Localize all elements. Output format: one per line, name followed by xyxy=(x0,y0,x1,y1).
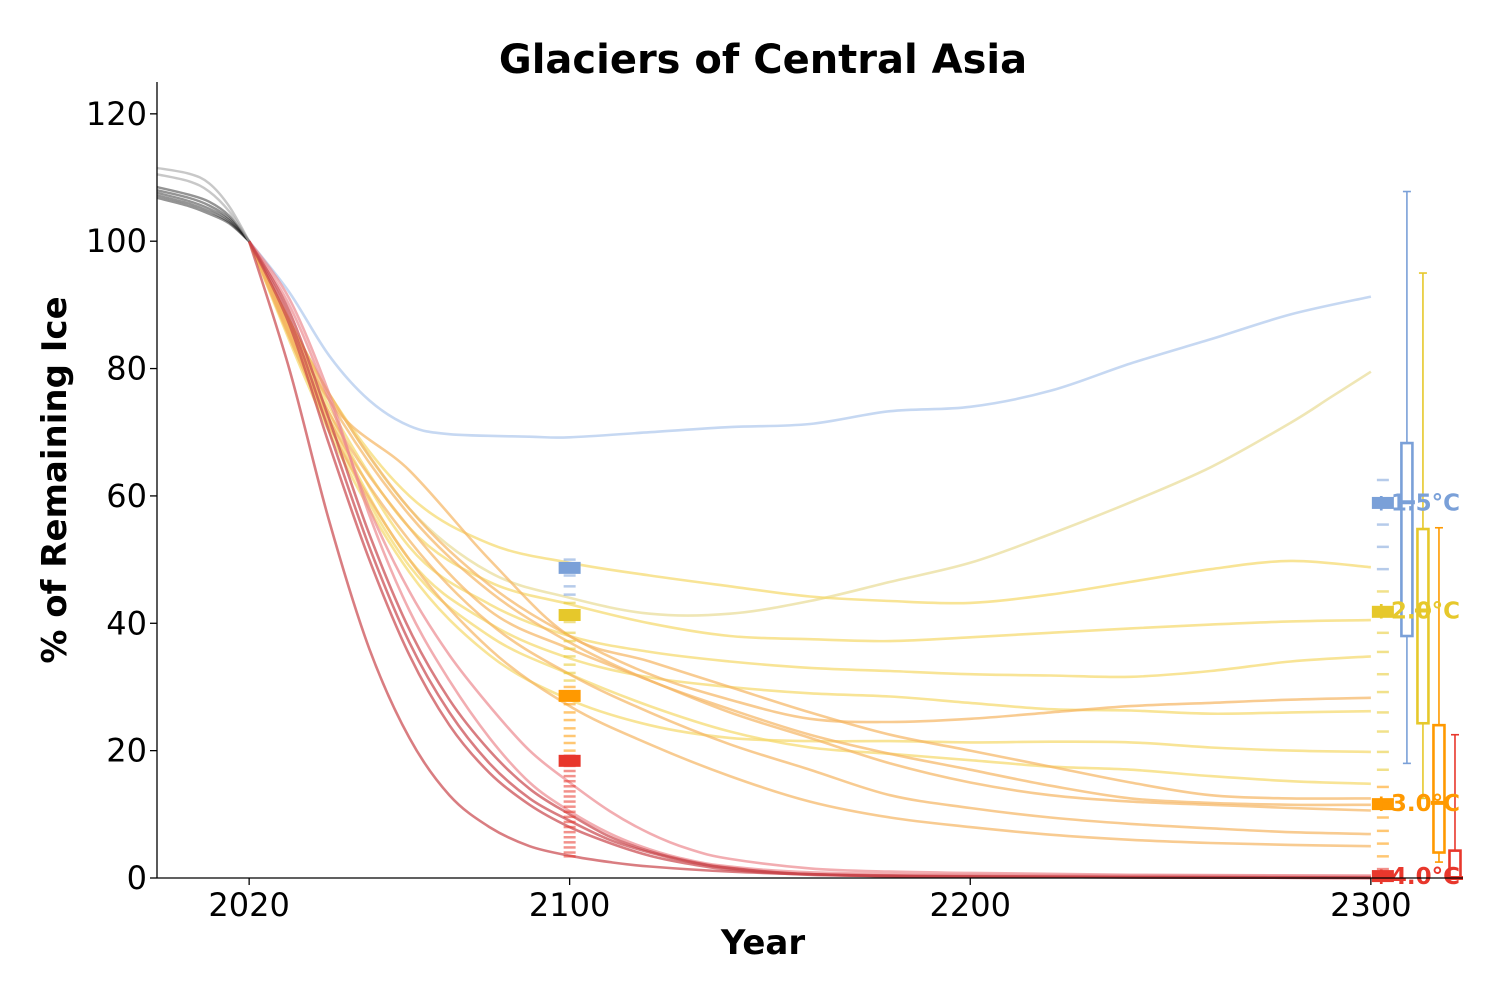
projection-line-14 xyxy=(248,240,1371,877)
axes: 2020 2100 2200 2300 0 20 40 60 80 100 120 xyxy=(86,82,1463,924)
projection-line-12 xyxy=(247,240,1371,724)
scenario-label-1: +2.0°C xyxy=(1372,599,1460,625)
x-tick-label-2300: 2300 xyxy=(1330,886,1411,924)
median-marker-0-s40 xyxy=(558,754,581,767)
scenario-label-3: +4.0°C xyxy=(1372,864,1460,890)
median-marker-1-s30 xyxy=(1371,798,1394,811)
median-marker-1-s15 xyxy=(1371,496,1394,509)
projection-line-18 xyxy=(247,240,1371,880)
y-tick-label-60: 60 xyxy=(106,477,147,515)
historical-line-2 xyxy=(156,191,250,243)
x-tick-label-2200: 2200 xyxy=(930,886,1011,924)
y-axis-label: % of Remaining Ice xyxy=(35,296,75,663)
box-body-0 xyxy=(1400,441,1414,638)
historical-line-5 xyxy=(156,166,251,242)
x-tick-label-2100: 2100 xyxy=(529,886,610,924)
y-tick-label-100: 100 xyxy=(86,222,147,260)
projection-line-0 xyxy=(248,240,1372,439)
scenario-labels: +1.5°C +2.0°C +3.0°C +4.0°C xyxy=(1372,490,1460,890)
projection-line-13 xyxy=(247,240,1371,807)
median-marker-1-s20 xyxy=(1371,605,1394,618)
projection-line-15 xyxy=(248,240,1371,878)
y-tick-label-0: 0 xyxy=(127,859,147,897)
y-tick-label-40: 40 xyxy=(106,604,147,642)
median-marker-0-s15 xyxy=(558,561,581,574)
projection-line-7 xyxy=(247,240,1371,786)
ensemble-tick-marks xyxy=(558,478,1394,883)
chart-title: Glaciers of Central Asia xyxy=(499,37,1027,83)
projection-line-8 xyxy=(247,240,1371,800)
projection-line-4 xyxy=(247,240,1371,679)
box-body-1 xyxy=(1416,527,1430,725)
box-body-2 xyxy=(1432,723,1446,854)
historical-line-3 xyxy=(156,194,250,243)
projection-line-9 xyxy=(247,240,1371,812)
median-marker-0-s30 xyxy=(558,689,581,702)
projection-line-2 xyxy=(247,240,1371,605)
projection-line-19 xyxy=(247,240,1371,879)
median-marker-0-s20 xyxy=(558,609,581,622)
projection-line-11 xyxy=(247,240,1371,848)
historical-line-1 xyxy=(156,189,251,242)
scenario-label-0: +1.5°C xyxy=(1372,490,1460,516)
x-tick-label-2020: 2020 xyxy=(208,886,289,924)
boxplots xyxy=(1398,190,1463,880)
projection-line-10 xyxy=(247,240,1371,836)
median-marker-1-s40 xyxy=(1371,870,1394,883)
projection-lines xyxy=(247,240,1372,880)
x-axis-label: Year xyxy=(720,923,806,963)
projection-line-6 xyxy=(247,240,1371,754)
historical-lines xyxy=(156,166,251,243)
scenario-label-2: +3.0°C xyxy=(1372,791,1460,817)
y-tick-label-80: 80 xyxy=(106,350,147,388)
projection-line-16 xyxy=(247,240,1371,880)
historical-line-0 xyxy=(156,185,251,242)
projection-line-17 xyxy=(247,240,1371,880)
y-tick-label-20: 20 xyxy=(106,732,147,770)
historical-line-6 xyxy=(156,173,251,242)
y-tick-label-120: 120 xyxy=(86,95,147,133)
historical-line-4 xyxy=(156,196,250,243)
